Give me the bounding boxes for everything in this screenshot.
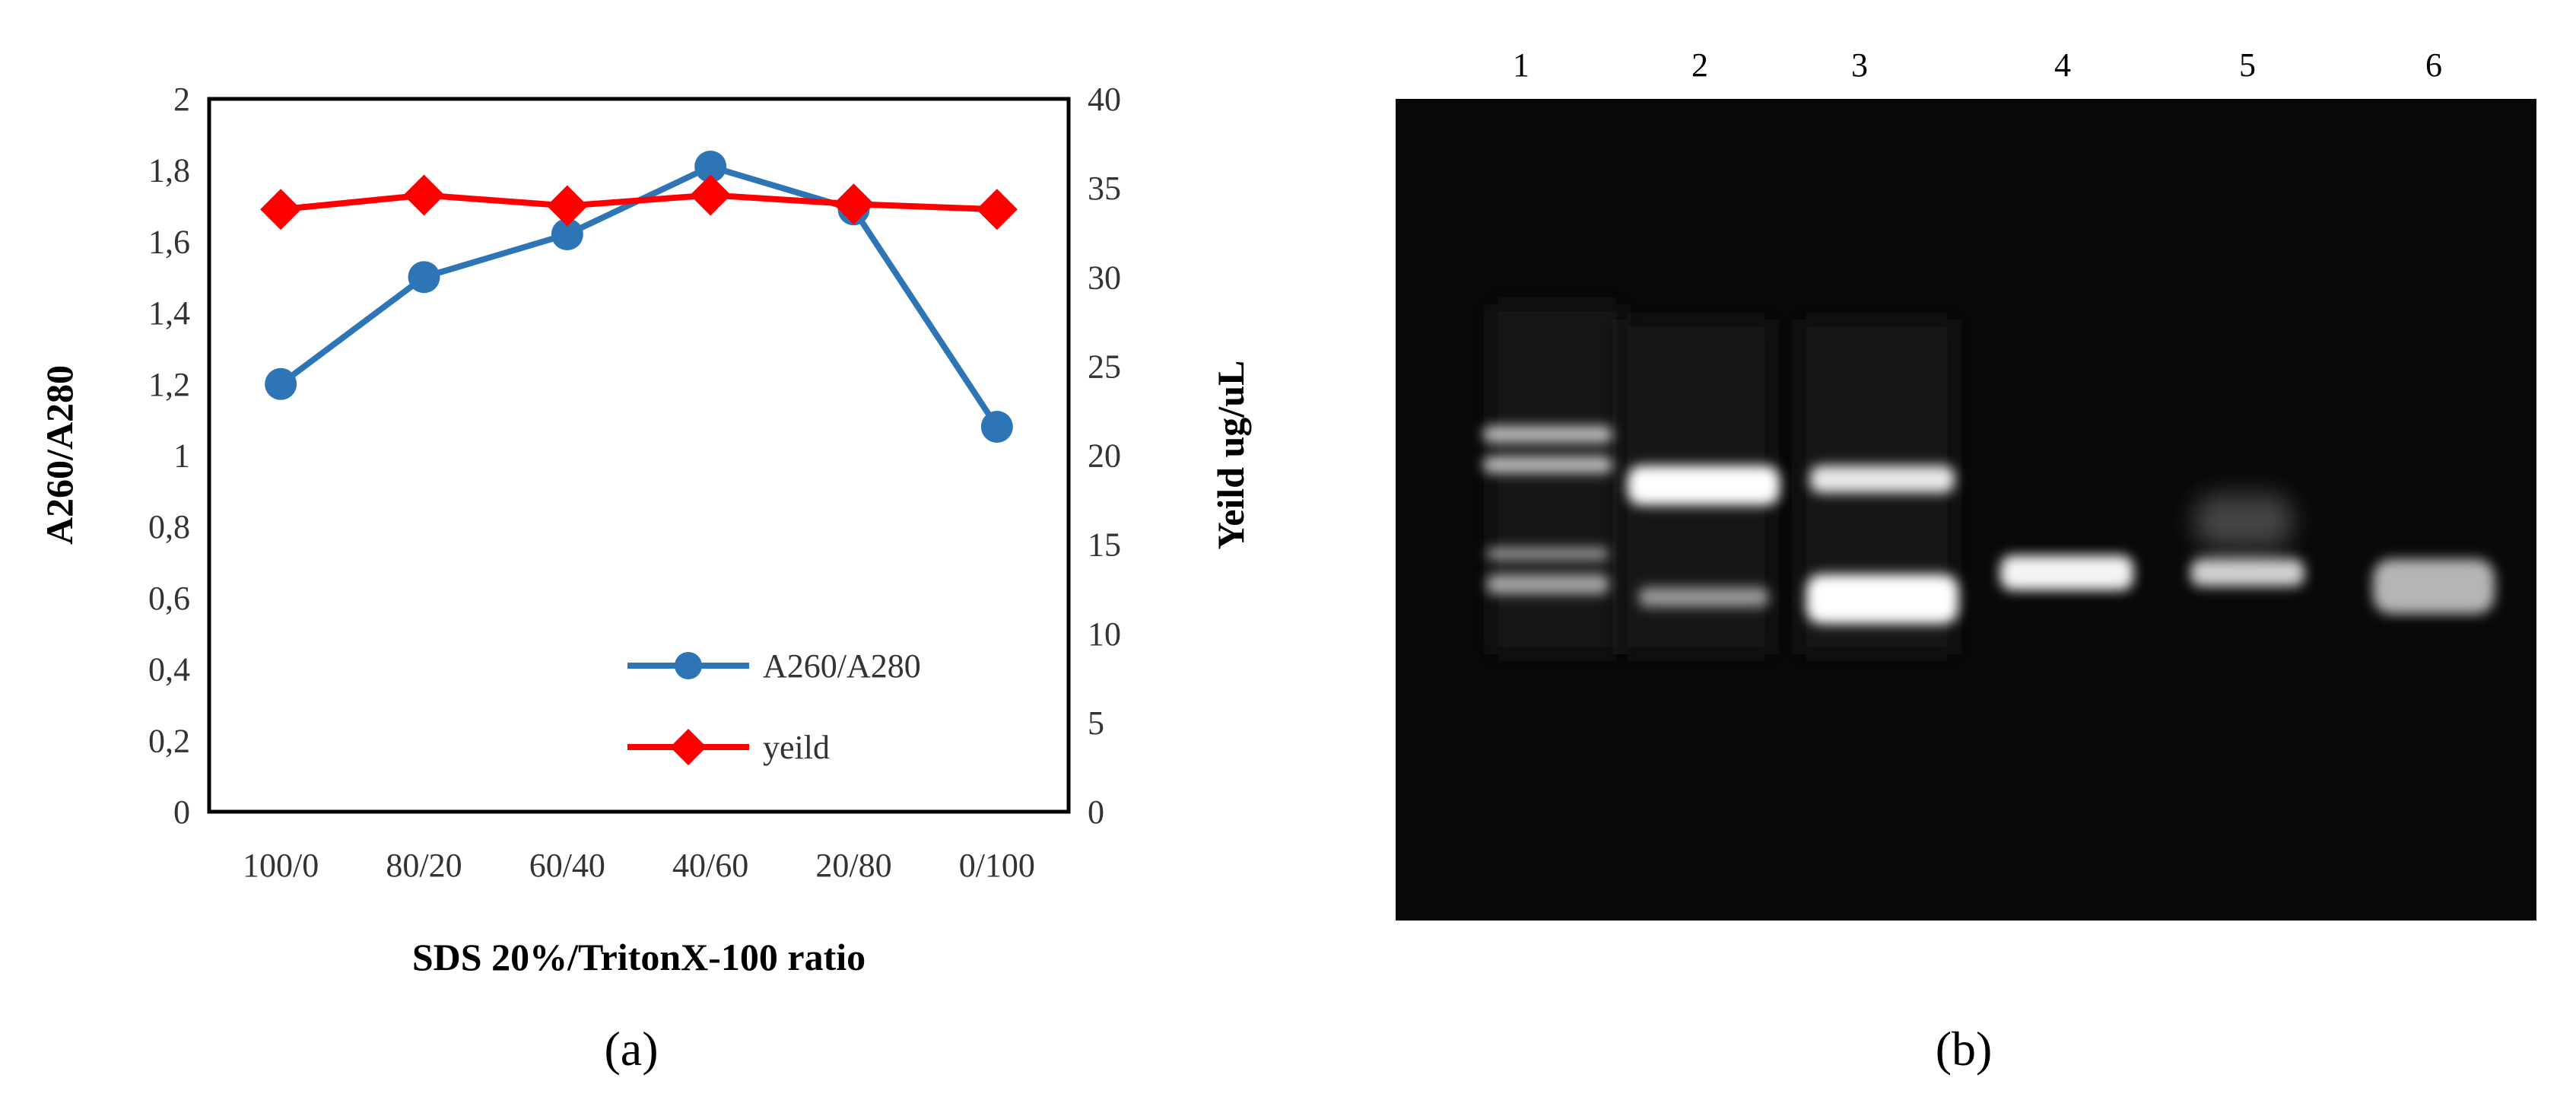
line-chart: 0 0,2 0,4 0,6 0,8 1 1,2 1,4 1,6 1,8 2 0 5 10 15 20 25 30… [38, 81, 1252, 978]
y-tick-label: 0,2 [148, 722, 190, 759]
data-point-diamond [690, 174, 732, 216]
data-point-circle [980, 411, 1013, 444]
gel-band [2190, 494, 2304, 587]
x-axis-title: SDS 20%/TritonX-100 ratio [412, 936, 866, 978]
y2-tick-label: 25 [1088, 348, 1121, 385]
y2-tick-label: 0 [1088, 793, 1104, 831]
right-axis-ticks: 0 5 10 15 20 25 30 35 40 [1088, 81, 1121, 831]
data-point-circle [265, 367, 297, 400]
x-tick-label: 0/100 [959, 847, 1035, 884]
y2-tick-label: 30 [1088, 259, 1121, 296]
gel-band [2000, 555, 2133, 590]
plot-area [207, 97, 1071, 814]
data-point-diamond [403, 174, 445, 216]
y-tick-label: 2 [173, 81, 190, 118]
gel-band [2373, 559, 2495, 614]
left-axis-ticks: 0 0,2 0,4 0,6 0,8 1 1,2 1,4 1,6 1,8 2 [148, 81, 190, 831]
x-tick-label: 60/40 [529, 847, 605, 884]
legend-label-a260-a280: A260/A280 [763, 647, 921, 685]
legend: A260/A280 yeild [627, 647, 921, 766]
y-axis-title: A260/A280 [38, 365, 81, 545]
lane-label: 1 [1513, 46, 1529, 84]
x-tick-label: 20/80 [815, 847, 891, 884]
y2-tick-label: 35 [1088, 170, 1121, 207]
lane-label: 4 [2054, 46, 2071, 84]
data-point-circle [551, 218, 583, 251]
y-tick-label: 0,4 [148, 651, 190, 688]
y-tick-label: 1,6 [148, 223, 190, 260]
y-tick-label: 1,8 [148, 152, 190, 189]
y2-tick-label: 10 [1088, 615, 1121, 653]
lane-label: 3 [1851, 46, 1868, 84]
y-tick-label: 1 [173, 437, 190, 475]
legend-label-yeild: yeild [763, 729, 830, 766]
x-tick-label: 100/0 [243, 847, 319, 884]
panel-label-b: (b) [1936, 1022, 1993, 1076]
y-tick-label: 0,6 [148, 580, 190, 617]
legend-marker-circle [675, 652, 702, 679]
gel-image: 1 2 3 4 5 6 [1396, 46, 2536, 921]
lane-label: 6 [2425, 46, 2442, 84]
gel-band [1628, 466, 1780, 607]
series-layer [260, 151, 1018, 444]
x-tick-label: 40/60 [672, 847, 748, 884]
y2-tick-label: 15 [1088, 526, 1121, 564]
legend-item-yeild: yeild [627, 729, 830, 766]
data-point-diamond [833, 183, 875, 225]
data-point-diamond [976, 189, 1018, 231]
lane-label: 2 [1691, 46, 1708, 84]
data-point-diamond [260, 189, 302, 231]
y-tick-label: 1,4 [148, 294, 190, 332]
lane-label: 5 [2239, 46, 2256, 84]
gel-band [1806, 466, 1958, 624]
legend-marker-diamond [670, 729, 707, 765]
data-point-diamond [546, 185, 588, 227]
x-tick-label: 80/20 [386, 847, 462, 884]
legend-item-a260-a280: A260/A280 [627, 647, 921, 685]
y-tick-label: 1,2 [148, 366, 190, 403]
gel-band [1483, 426, 1612, 594]
lane-labels: 1 2 3 4 5 6 [1513, 46, 2442, 84]
data-point-circle [694, 151, 727, 183]
series-line-1 [280, 192, 997, 213]
y2-tick-label: 40 [1088, 81, 1121, 118]
data-point-circle [408, 261, 440, 294]
y-tick-label: 0,8 [148, 508, 190, 545]
y-tick-label: 0 [173, 793, 190, 831]
y2-axis-title: Yeild ug/uL [1209, 361, 1252, 550]
y2-tick-label: 5 [1088, 704, 1104, 742]
y2-tick-label: 20 [1088, 437, 1121, 475]
panel-label-a: (a) [604, 1022, 658, 1076]
x-axis-ticks: 100/0 80/20 60/40 40/60 20/80 0/100 [243, 847, 1035, 884]
